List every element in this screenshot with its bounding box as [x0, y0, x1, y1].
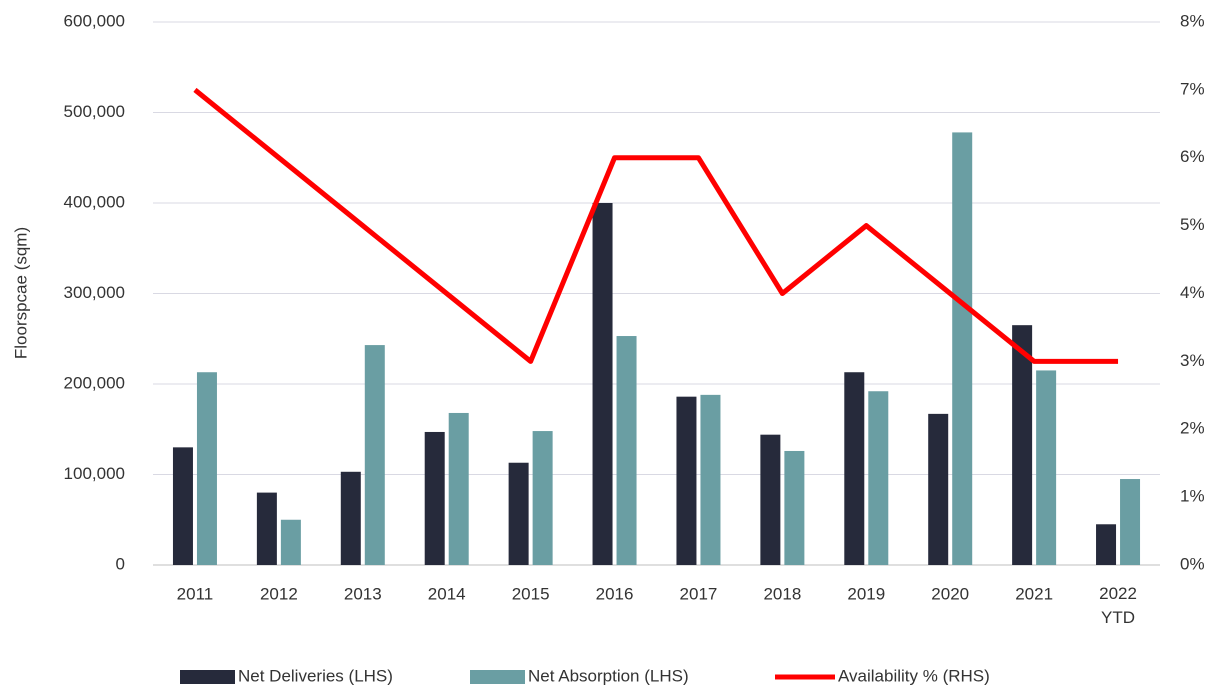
bar: [508, 462, 529, 565]
bar: [952, 132, 973, 565]
legend-label: Net Absorption (LHS): [528, 666, 689, 685]
bar: [280, 519, 301, 565]
bar: [256, 492, 277, 565]
bar: [700, 394, 721, 565]
y-tick-label: 100,000: [64, 464, 125, 483]
x-tick-label: 2015: [512, 584, 550, 603]
x-tick-label: 2018: [763, 584, 801, 603]
x-tick-label: 2020: [931, 584, 969, 603]
x-tick-label: 2019: [847, 584, 885, 603]
bar: [340, 471, 361, 565]
legend-marker: [180, 670, 235, 684]
bar: [928, 413, 949, 565]
y-tick-label: 600,000: [64, 11, 125, 30]
bar: [424, 431, 445, 565]
y2-tick-label: 3%: [1180, 351, 1205, 370]
bar: [172, 447, 193, 565]
y2-tick-label: 2%: [1180, 419, 1205, 438]
y2-tick-label: 4%: [1180, 283, 1205, 302]
y2-tick-label: 8%: [1180, 11, 1205, 30]
y-tick-label: 500,000: [64, 102, 125, 121]
y2-tick-label: 0%: [1180, 554, 1205, 573]
bar: [784, 450, 805, 565]
y2-tick-label: 5%: [1180, 215, 1205, 234]
x-tick-label: 2014: [428, 584, 466, 603]
bar: [364, 345, 385, 565]
bar: [1036, 370, 1057, 565]
bar: [616, 336, 637, 565]
x-tick-label: 2017: [680, 584, 718, 603]
x-tick-label: 2021: [1015, 584, 1053, 603]
y-tick-label: 0: [116, 554, 125, 573]
legend-label: Net Deliveries (LHS): [238, 666, 393, 685]
bar: [532, 431, 553, 565]
bar: [448, 412, 469, 565]
legend-marker: [470, 670, 525, 684]
y-tick-label: 200,000: [64, 373, 125, 392]
bar: [1120, 479, 1141, 565]
bar: [760, 434, 781, 565]
legend-label: Availability % (RHS): [838, 666, 990, 685]
bar: [844, 372, 865, 565]
y2-tick-label: 7%: [1180, 79, 1205, 98]
bar: [676, 396, 697, 565]
y-axis-title: Floorspcae (sqm): [11, 227, 30, 359]
bar: [868, 391, 889, 565]
x-tick-label: 2013: [344, 584, 382, 603]
x-tick-label: 2012: [260, 584, 298, 603]
line: [193, 87, 1119, 364]
x-tick-label: 2022 YTD: [1099, 584, 1137, 627]
bar: [196, 372, 217, 565]
bar: [1096, 524, 1117, 565]
bar: [1012, 325, 1033, 565]
y2-tick-label: 1%: [1180, 487, 1205, 506]
x-tick-label: 2016: [596, 584, 634, 603]
y2-tick-label: 6%: [1180, 147, 1205, 166]
bar: [592, 203, 613, 565]
y-tick-label: 400,000: [64, 192, 125, 211]
x-tick-label: 2011: [177, 584, 214, 603]
y-tick-label: 300,000: [64, 283, 125, 302]
